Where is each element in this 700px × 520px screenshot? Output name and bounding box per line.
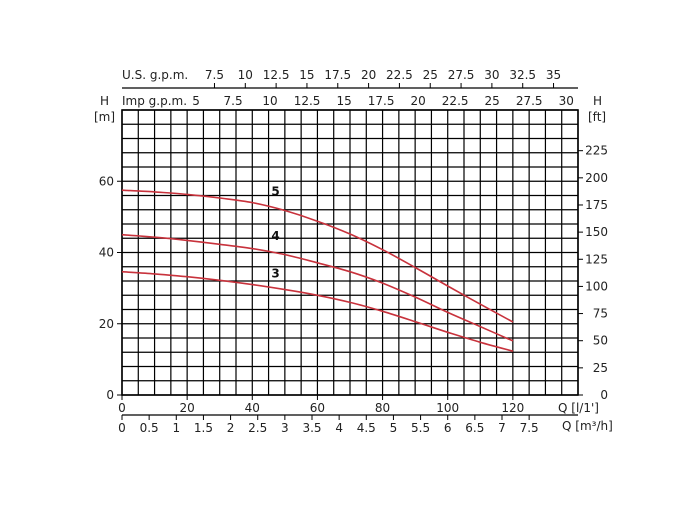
right-y-tick-label: 150 [585,225,608,239]
curve-label-4: 4 [271,229,279,243]
m3h-tick-label: 3 [281,421,289,435]
x-tick-label: 40 [245,401,260,415]
x-tick-label: 80 [375,401,390,415]
pump-curve-5 [121,189,514,323]
right-y-axis-title: H [593,94,602,108]
impgpm-tick-label: 5 [192,94,200,108]
x-tick-label: 0 [118,401,126,415]
m3h-tick-label: 7.5 [520,421,539,435]
m3h-tick-label: 2.5 [248,421,267,435]
impgpm-tick-label: 15 [336,94,351,108]
m3h-tick-label: 4.5 [357,421,376,435]
x-tick-label: 120 [501,401,524,415]
curve-label-5: 5 [271,185,279,199]
pump-curve-3 [121,270,514,352]
m3h-tick-label: 0 [118,421,126,435]
m3h-tick-label: 3.5 [302,421,321,435]
usgpm-axis-label: U.S. g.p.m. [122,68,188,82]
left-y-tick-label: 60 [99,174,114,188]
usgpm-tick-label: 7.5 [205,68,224,82]
impgpm-tick-label: 12.5 [294,94,321,108]
m3h-tick-label: 5 [390,421,398,435]
m3h-tick-label: 1 [172,421,180,435]
usgpm-tick-label: 22.5 [386,68,413,82]
usgpm-tick-label: 32.5 [509,68,536,82]
left-y-tick-label: 0 [106,388,114,402]
m3h-tick-label: 2 [227,421,235,435]
m3h-tick-label: 1.5 [194,421,213,435]
m3h-tick-label: 6.5 [465,421,484,435]
right-y-tick-label: 100 [585,279,608,293]
usgpm-tick-label: 20 [361,68,376,82]
m3h-tick-label: 4 [335,421,343,435]
right-y-tick-label: 225 [585,144,608,158]
usgpm-tick-label: 10 [238,68,253,82]
impgpm-tick-label: 27.5 [516,94,543,108]
left-y-axis-unit: [m] [94,110,115,124]
x-tick-label: 20 [180,401,195,415]
right-y-tick-label: 75 [593,307,608,321]
right-y-tick-label: 125 [585,252,608,266]
usgpm-tick-label: 17.5 [324,68,351,82]
x-tick-label: 100 [436,401,459,415]
x-tick-label: 60 [310,401,325,415]
m3h-tick-label: 6 [444,421,452,435]
pump-curves [121,189,514,352]
impgpm-tick-label: 22.5 [442,94,469,108]
plot-grid [121,109,579,396]
curve-labels: 3 4 5 [271,185,279,281]
impgpm-axis-label: Imp g.p.m. [122,94,187,108]
impgpm-tick-label: 10 [262,94,277,108]
usgpm-tick-label: 27.5 [448,68,475,82]
pump-curve-4 [121,233,514,342]
left-y-axis-title: H [100,94,109,108]
curve-label-3: 3 [271,266,279,280]
impgpm-tick-label: 7.5 [224,94,243,108]
impgpm-tick-label: 17.5 [368,94,395,108]
right-y-tick-label: 175 [585,198,608,212]
usgpm-tick-label: 15 [299,68,314,82]
m3h-tick-label: 0.5 [140,421,159,435]
x-axis-lmin-label: Q [l/1'] [558,401,599,415]
impgpm-tick-label: 25 [485,94,500,108]
usgpm-tick-label: 35 [546,68,561,82]
x-axis-m3h-label: Q [m³/h] [562,419,613,433]
m3h-tick-label: 7 [498,421,506,435]
impgpm-tick-label: 20 [411,94,426,108]
right-y-tick-label: 200 [585,171,608,185]
usgpm-tick-label: 25 [423,68,438,82]
left-y-tick-label: 40 [99,246,114,260]
usgpm-tick-label: 30 [484,68,499,82]
usgpm-tick-label: 12.5 [263,68,290,82]
right-y-axis-unit: [ft] [588,110,606,124]
left-y-tick-label: 20 [99,317,114,331]
impgpm-tick-label: 30 [559,94,574,108]
right-y-tick-label: 25 [593,361,608,375]
right-y-tick-label: 0 [600,388,608,402]
right-y-tick-label: 50 [593,334,608,348]
m3h-tick-label: 5.5 [411,421,430,435]
